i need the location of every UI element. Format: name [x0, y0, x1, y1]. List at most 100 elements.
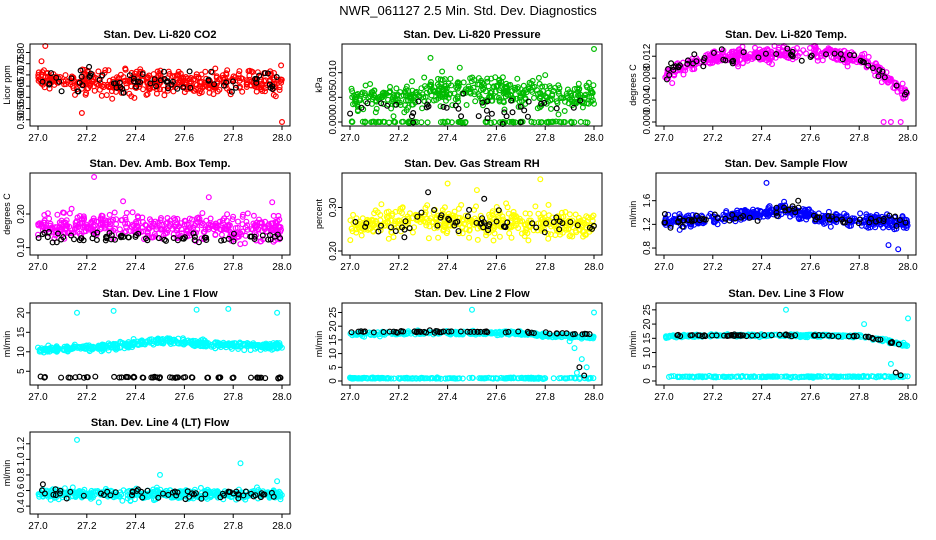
data-point [235, 218, 242, 225]
data-point [248, 226, 255, 233]
x-tick-label: 27.2 [703, 262, 723, 273]
x-tick-label: 27.4 [752, 133, 772, 144]
data-point [815, 373, 822, 380]
y-tick-label: 0.20 [16, 204, 27, 224]
data-point [170, 215, 177, 222]
data-point [189, 374, 196, 381]
data-point [181, 221, 188, 228]
data-point [590, 309, 597, 316]
y-tick-label: 1.6 [642, 193, 653, 207]
data-point [393, 101, 400, 108]
data-point [474, 328, 481, 335]
data-point [122, 77, 129, 84]
data-point [80, 345, 87, 352]
x-tick-label: 28.0 [898, 133, 918, 144]
panel-title: Stan. Dev. Sample Flow [725, 158, 848, 170]
data-point [901, 91, 908, 98]
x-tick-label: 27.8 [535, 262, 555, 273]
data-point [426, 223, 433, 230]
data-point [279, 118, 286, 125]
data-point [57, 224, 64, 231]
data-point [589, 97, 596, 104]
x-tick-label: 28.0 [272, 392, 292, 403]
data-point [161, 236, 168, 243]
data-point [391, 375, 398, 382]
data-point [793, 44, 800, 51]
data-point [457, 331, 464, 338]
data-point [521, 94, 528, 101]
data-point [68, 75, 75, 82]
data-point [483, 107, 490, 114]
data-point [369, 118, 376, 125]
data-point [369, 374, 376, 381]
data-point [41, 374, 48, 381]
panel-title: Stan. Dev. Li-820 Pressure [403, 29, 540, 41]
data-point [120, 198, 127, 205]
data-point [499, 74, 506, 81]
data-point [244, 210, 251, 217]
data-point [575, 80, 582, 87]
data-point [575, 214, 582, 221]
data-point [130, 222, 137, 229]
data-point [887, 220, 894, 227]
data-point [880, 118, 887, 125]
data-point [161, 92, 168, 99]
y-tick-label: 0.004 [642, 87, 653, 112]
data-point [417, 219, 424, 226]
data-point [46, 80, 53, 87]
x-tick-label: 27.4 [126, 133, 146, 144]
data-point [35, 235, 42, 242]
data-point [574, 85, 581, 92]
data-point [223, 79, 230, 86]
data-point [723, 208, 730, 215]
data-point [110, 307, 117, 314]
data-point [511, 86, 518, 93]
data-point [579, 331, 586, 338]
y-tick-label: 0.60 [16, 87, 27, 107]
data-point [701, 54, 708, 61]
x-tick-label: 27.0 [654, 262, 674, 273]
data-point [83, 345, 90, 352]
data-point [691, 217, 698, 224]
data-point [555, 88, 562, 95]
data-point [720, 332, 727, 339]
data-point [789, 373, 796, 380]
data-point [515, 331, 522, 338]
data-point [704, 51, 711, 58]
data-point [133, 83, 140, 90]
x-tick-label: 27.0 [340, 392, 360, 403]
data-point [419, 105, 426, 112]
data-point [474, 225, 481, 232]
data-point [746, 214, 753, 221]
data-point [123, 373, 130, 380]
data-point [76, 79, 83, 86]
data-point [230, 230, 237, 237]
plot-frame [29, 43, 291, 127]
data-point [887, 76, 894, 83]
data-point [167, 338, 174, 345]
data-point [469, 374, 476, 381]
data-point [484, 329, 491, 336]
data-point [129, 209, 136, 216]
data-point [454, 85, 461, 92]
x-tick-label: 27.4 [752, 262, 772, 273]
data-point [205, 76, 212, 83]
data-point [510, 212, 517, 219]
y-tick-label: 5 [16, 368, 27, 374]
y-tick-label: 0.70 [16, 65, 27, 85]
data-point [41, 217, 48, 224]
data-point [380, 329, 387, 336]
data-point [787, 213, 794, 220]
data-point [192, 86, 199, 93]
data-point [441, 204, 448, 211]
data-point [752, 50, 759, 57]
data-point [224, 226, 231, 233]
data-point [107, 221, 114, 228]
x-tick-label: 27.4 [438, 392, 458, 403]
data-point [740, 213, 747, 220]
data-point [415, 98, 422, 105]
data-point [420, 218, 427, 225]
data-point [357, 97, 364, 104]
data-point [400, 328, 407, 335]
